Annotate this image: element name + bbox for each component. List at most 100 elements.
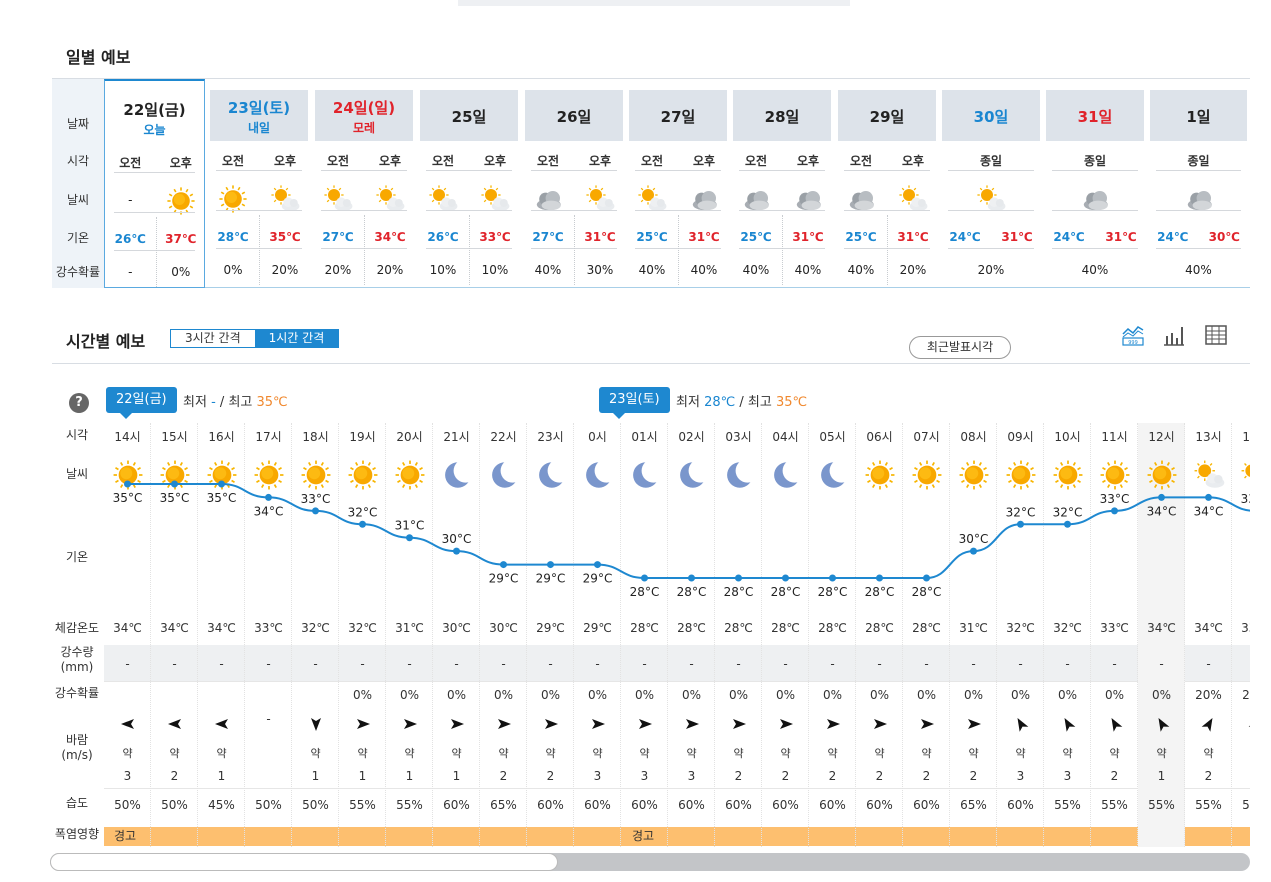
- hour-feels-like: 28℃: [677, 621, 706, 635]
- day-tag-2: 23일(토): [599, 387, 670, 419]
- hour-divider: [620, 423, 621, 847]
- daily-max-temp: 34℃: [374, 230, 406, 244]
- hourly-label-temp: 기온: [65, 550, 89, 564]
- tab-3hour[interactable]: 3시간 간격: [171, 330, 255, 347]
- hour-column-18시: 18시 32℃ - 약 1 50%: [292, 423, 339, 847]
- recent-announcement-button[interactable]: 최근발표시각: [909, 336, 1011, 359]
- sun-icon: [158, 458, 192, 492]
- horizontal-scrollbar[interactable]: [50, 853, 1250, 871]
- sun-cloud-icon: [1192, 458, 1226, 492]
- daily-column-10[interactable]: 1일 종일 40% 24℃ 30℃: [1147, 79, 1250, 288]
- daily-temps: 26℃ 37℃: [105, 232, 206, 246]
- hour-humidity: 55%: [349, 798, 376, 812]
- sun-cloud-icon: [1239, 458, 1250, 492]
- hour-precip: -: [1065, 657, 1070, 671]
- line-chart-view-icon[interactable]: 999: [1122, 324, 1144, 346]
- hour-column-06시: 06시 28℃ - 0% 약 2 60%: [856, 423, 903, 847]
- daily-column-6[interactable]: 28일 오전 40% 오후 40% 25℃ 31℃: [730, 79, 834, 288]
- hour-divider: [1043, 423, 1044, 847]
- daily-column-4[interactable]: 26일 오전 40% 오후 30% 27℃ 31℃: [522, 79, 626, 288]
- hour-rain-prob: 0%: [1151, 688, 1172, 702]
- wind-strength: 약: [968, 747, 979, 760]
- daily-column-0[interactable]: 22일(금) 오늘 오전 - - 오후 0% 26℃ 37℃: [104, 79, 205, 288]
- wind-direction-icon: [874, 719, 887, 729]
- top-scroll-indicator: [458, 0, 850, 6]
- daily-rain-prob: 40%: [742, 263, 770, 277]
- sun-cloud-icon: [636, 183, 668, 215]
- daily-column-3[interactable]: 25일 오전 10% 오후 10% 26℃ 33℃: [417, 79, 521, 288]
- tab-1hour[interactable]: 1시간 간격: [254, 330, 339, 347]
- hour-feels-like: 32℃: [1006, 621, 1035, 635]
- wind-speed: 3: [1063, 769, 1072, 783]
- hour-divider: [479, 423, 480, 847]
- hourly-label-feels: 체감온도: [54, 621, 100, 635]
- daily-min-temp: 26℃: [114, 232, 146, 246]
- hour-humidity: 60%: [1007, 798, 1034, 812]
- hour-rain-prob: 0%: [1104, 688, 1125, 702]
- wind-speed: 3: [1016, 769, 1025, 783]
- wind-strength: 약: [498, 747, 509, 760]
- wind-direction-icon: [215, 719, 228, 729]
- daily-column-2[interactable]: 24일(일) 모레 오전 20% 오후 20% 27℃ 34℃: [312, 79, 416, 288]
- daily-max-temp: 31℃: [1105, 230, 1137, 244]
- daily-max-temp: 35℃: [269, 230, 301, 244]
- hour-feels-like: 31℃: [395, 621, 424, 635]
- daily-period: 오전: [536, 154, 560, 168]
- hour-divider: [1184, 423, 1185, 847]
- hour-rain-prob: 0%: [540, 688, 561, 702]
- bar-chart-view-icon[interactable]: [1163, 324, 1185, 346]
- daily-date-header: 22일(금) 오늘: [108, 92, 201, 143]
- wind-direction-icon: [639, 719, 652, 729]
- daily-column-7[interactable]: 29일 오전 40% 오후 20% 25℃ 31℃: [835, 79, 939, 288]
- daily-column-9[interactable]: 31일 종일 40% 24℃ 31℃: [1043, 79, 1147, 288]
- daily-row-line: [948, 248, 1034, 249]
- hour-divider: [573, 423, 574, 847]
- hour-humidity: 50%: [114, 798, 141, 812]
- daily-rain-prob: 20%: [271, 263, 299, 277]
- hourly-label-time: 시각: [65, 428, 89, 442]
- hour-column-15시: 15시 34℃ - 약 2 50%: [151, 423, 198, 847]
- help-icon[interactable]: ?: [69, 393, 89, 413]
- hour-humidity: 50%: [161, 798, 188, 812]
- daily-column-8[interactable]: 30일 종일 20% 24℃ 31℃: [939, 79, 1043, 288]
- daily-date: 22일(금): [123, 101, 186, 119]
- hour-precip: -: [1232, 657, 1250, 671]
- daily-min-temp: 27℃: [532, 230, 564, 244]
- daily-period: 오후: [588, 154, 612, 168]
- daily-max-temp: 31℃: [1001, 230, 1033, 244]
- hour-column-0시: 0시 29℃ - 0% 약 3 60%: [574, 423, 621, 847]
- daily-column-5[interactable]: 27일 오전 40% 오후 40% 25℃ 31℃: [626, 79, 730, 288]
- sun-icon: [252, 458, 286, 492]
- scrollbar-thumb[interactable]: [50, 853, 558, 871]
- hour-rain-prob: 0%: [493, 688, 514, 702]
- daily-rain-prob: 40%: [1185, 263, 1212, 277]
- hour-rain-prob: 0%: [399, 688, 420, 702]
- hour-precip: -: [266, 657, 271, 671]
- daily-column-1[interactable]: 23일(토) 내일 오전 0% 오후 20% 28℃ 35℃: [207, 79, 311, 288]
- daily-split-line: [364, 215, 365, 285]
- wind-speed: 2: [781, 769, 790, 783]
- daily-date: 23일(토): [227, 99, 291, 117]
- daily-label-2: 날씨: [66, 193, 90, 207]
- hour-feels-like: 32℃: [301, 621, 330, 635]
- hour-precip: -: [971, 657, 976, 671]
- daily-min-temp: 24℃: [949, 230, 981, 244]
- wind-speed: 2: [875, 769, 884, 783]
- hour-time: 03시: [725, 430, 752, 444]
- daily-label-3: 기온: [66, 231, 90, 245]
- daily-date: 26일: [556, 108, 592, 126]
- daily-rain-prob: 10%: [429, 263, 457, 277]
- hour-precip: -: [830, 657, 835, 671]
- sun-icon: [1145, 458, 1179, 492]
- daily-split-line: [259, 215, 260, 285]
- wind-speed: 1: [405, 769, 414, 783]
- sun-icon: [205, 458, 239, 492]
- daily-row-line: [216, 210, 302, 211]
- moon-icon: [675, 458, 713, 492]
- daily-split-line: [574, 215, 575, 285]
- moon-icon: [534, 458, 572, 492]
- table-view-icon[interactable]: [1205, 324, 1227, 346]
- daily-rain-prob: 40%: [1081, 263, 1109, 277]
- wind-strength: 약: [451, 747, 462, 760]
- wind-speed: 3: [640, 769, 649, 783]
